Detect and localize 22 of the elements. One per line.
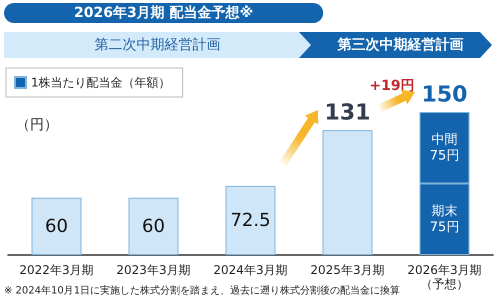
total-label: 60 [45, 216, 68, 237]
chart-title: 2026年3月期 配当金予想※ [74, 5, 254, 21]
data-label: 期末75円 [430, 204, 460, 235]
x-tick-label: 2022年3月期 [19, 263, 94, 277]
text: 第二次中期経営計画 [4, 32, 311, 58]
x-tick-label: 2026年3月期（予想） [407, 263, 482, 291]
x-tick-label: 2024年3月期 [213, 263, 288, 277]
x-tick-label: 2025年3月期 [310, 263, 385, 277]
total-label: 150 [422, 82, 468, 108]
bar [32, 198, 82, 255]
bar [322, 130, 372, 255]
bar [226, 186, 276, 255]
bar [128, 198, 178, 255]
text: 第三次中期経営計画 [299, 32, 492, 58]
legend-label: 1株当たり配当金（年額） [31, 76, 171, 90]
total-label: 131 [324, 100, 370, 126]
data-label: 中間75円 [430, 132, 460, 164]
total-label: 72.5 [230, 210, 271, 231]
text: ※ 2024年10月1日に実施した株式分割を踏まえ、過去に遡り株式分割後の配当金に換算 [4, 284, 400, 296]
y-axis-title: （円） [16, 117, 58, 133]
x-tick-label: 2023年3月期 [116, 263, 191, 277]
total-label: 60 [142, 216, 165, 237]
